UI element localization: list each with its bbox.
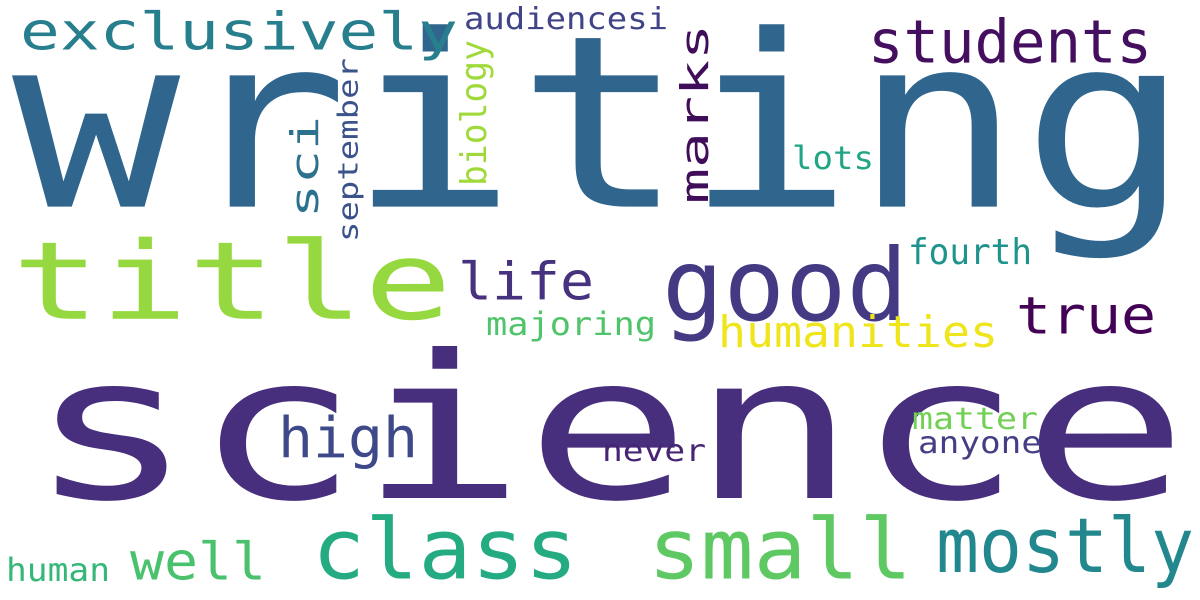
word-high: high [278,404,418,471]
word-sci: sci [282,115,328,218]
word-september: september [331,57,365,242]
word-mostly: mostly [936,501,1194,591]
word-good: good [662,227,908,344]
word-exclusively: exclusively [20,1,458,63]
word-science: science [28,312,1188,546]
word-fourth: fourth [908,230,1032,273]
word-life: life [458,251,594,313]
word-class: class [312,500,578,599]
word-majoring: majoring [486,305,656,343]
word-matter: matter [912,401,1038,437]
word-biology: biology [452,40,495,186]
word-well: well [130,531,266,593]
word-small: small [648,500,912,599]
word-writing: writing [12,0,1190,265]
word-anyone: anyone [918,425,1042,461]
word-audiencesi: audiencesi [464,1,668,37]
word-title: title [12,218,452,345]
word-true: true [1016,285,1156,347]
word-students: students [868,6,1152,77]
word-human: human [6,551,110,589]
word-never: never [602,433,706,469]
word-lots: lots [792,139,874,177]
word-humanities: humanities [718,306,998,358]
word-marks: marks [672,24,718,205]
